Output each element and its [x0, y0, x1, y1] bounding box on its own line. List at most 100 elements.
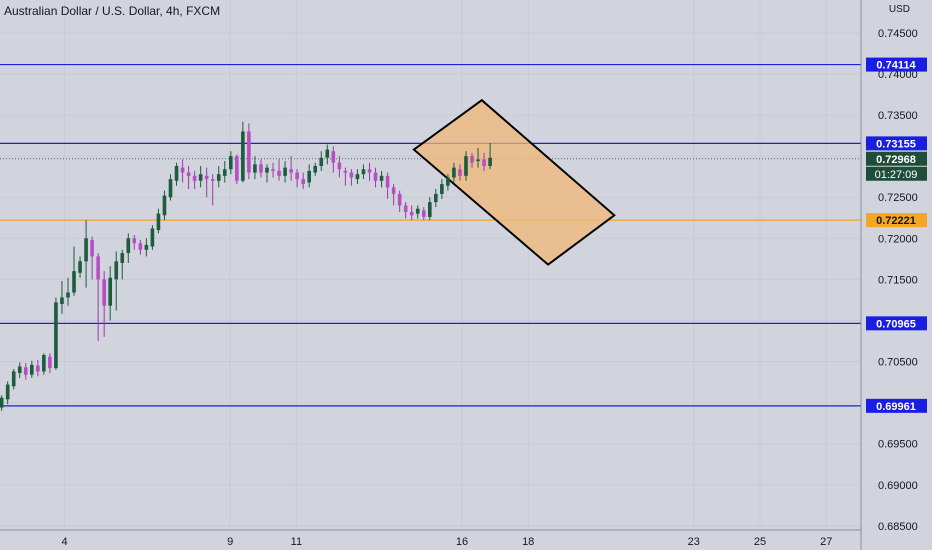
candle-body [247, 131, 251, 173]
candle-body [210, 179, 215, 181]
candle-body [138, 243, 143, 250]
candle-body [325, 149, 330, 158]
candle-body [0, 397, 4, 408]
candle-body [361, 169, 366, 175]
candle-body [11, 371, 16, 387]
candle-body [102, 279, 106, 306]
candle-body [277, 170, 281, 176]
candle-body [385, 175, 390, 188]
candle-body [349, 172, 354, 178]
candle-body [162, 195, 167, 216]
candle-body [150, 228, 155, 247]
candle-body [186, 172, 191, 176]
candle-body [192, 175, 197, 181]
y-tick-label: 0.73500 [878, 110, 918, 122]
candle-body [379, 175, 384, 181]
candle-body [301, 179, 305, 185]
currency-label: USD [888, 4, 910, 15]
candle-body [17, 366, 22, 374]
candle-body [343, 170, 348, 173]
candle-body [114, 261, 119, 280]
price-line-label: 0.72221 [876, 215, 916, 227]
price-line-label-bg [866, 213, 927, 228]
price-line-label-bg [866, 136, 927, 151]
candle-body [90, 239, 94, 257]
y-tick-label: 0.72000 [878, 233, 918, 245]
candle-body [180, 167, 185, 173]
candle-body [132, 238, 137, 244]
candle-body [5, 384, 10, 400]
candle-body [168, 179, 173, 198]
countdown-label-bg [866, 166, 927, 181]
candle-body [434, 193, 438, 203]
price-line-label: 0.70965 [876, 318, 916, 330]
candle-body [23, 367, 28, 375]
x-tick-label: 25 [754, 536, 766, 548]
drawn-rectangle [412, 98, 616, 266]
candle-body [259, 164, 263, 173]
candle-body [421, 210, 426, 217]
candle-body [367, 169, 372, 173]
time-axis[interactable]: 4 9 11 16 18 23 25 27 [62, 536, 833, 548]
candle-body [415, 208, 420, 214]
candle-body [72, 271, 76, 293]
candle-body [84, 238, 88, 262]
candle-body [452, 167, 456, 178]
x-tick-label: 4 [62, 536, 68, 548]
candle-body [36, 365, 40, 372]
current-price-label-bg [866, 151, 927, 166]
grid [0, 0, 861, 530]
y-tick-label: 0.72500 [878, 192, 918, 204]
countdown-label: 01:27:09 [875, 169, 918, 181]
current-price-label: 0.72968 [876, 154, 916, 166]
x-tick-label: 9 [227, 536, 233, 548]
candle-body [198, 174, 203, 181]
candle-body [216, 174, 221, 181]
candle-body [337, 162, 342, 170]
y-tick-label: 0.69000 [878, 480, 918, 492]
candle-body [464, 156, 468, 176]
candle-body [96, 256, 100, 280]
candle-body [470, 156, 474, 163]
y-tick-label: 0.74000 [878, 69, 918, 81]
price-line-label-bg [866, 398, 927, 413]
candle-body [29, 364, 34, 375]
candle-body [78, 261, 82, 273]
candle-body [403, 205, 408, 212]
candle-body [108, 277, 113, 306]
candle-body [391, 187, 396, 194]
candle-body [235, 156, 239, 181]
candle-body [253, 164, 257, 173]
candle-body [440, 184, 444, 194]
candle-body [458, 169, 462, 176]
y-tick-label: 0.70500 [878, 357, 918, 369]
candle-body [427, 202, 432, 217]
candle-body [355, 174, 360, 180]
candle-body [397, 193, 402, 206]
candle-body [482, 159, 486, 166]
price-axis[interactable]: 0.745000.740000.735000.730000.725000.720… [878, 28, 918, 533]
x-tick-label: 16 [456, 536, 468, 548]
candle-body [289, 169, 293, 173]
chart-title: Australian Dollar / U.S. Dollar, 4h, FXC… [4, 4, 221, 18]
candle-body [476, 159, 480, 162]
candle-body [222, 169, 227, 176]
price-labels: 0.74114 0.73155 0.72221 0.70965 0.69961 0.729… [866, 57, 927, 413]
candle-body [313, 165, 318, 173]
candle-body [488, 157, 492, 166]
candle-body [144, 244, 149, 250]
candle-body [319, 157, 324, 166]
candle-body [241, 131, 245, 181]
candle-body [307, 170, 312, 183]
y-tick-label: 0.74500 [878, 28, 918, 40]
candle-body [42, 354, 46, 372]
candle-body [271, 169, 275, 171]
candle-body [331, 151, 336, 163]
candle-body [66, 292, 70, 298]
plot-background [0, 0, 861, 530]
candle-body [204, 175, 209, 180]
horizontal-lines [0, 63, 861, 407]
x-tick-label: 23 [688, 536, 700, 548]
